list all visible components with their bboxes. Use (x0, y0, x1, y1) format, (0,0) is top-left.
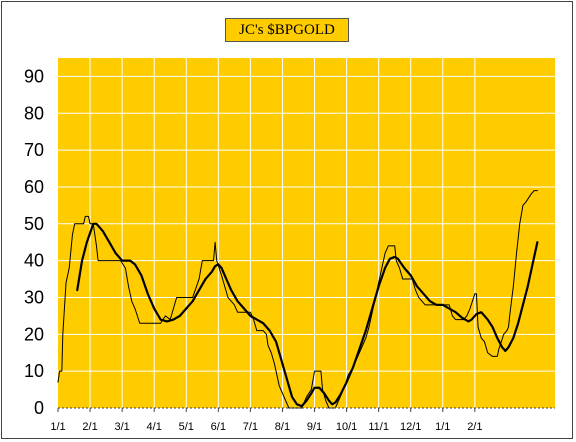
y-tick-label: 80 (24, 103, 44, 123)
x-tick-label: 11/1 (368, 421, 389, 433)
raw-indicator-line (57, 190, 538, 409)
x-tick-label: 4/1 (147, 421, 162, 433)
plot-area (58, 58, 555, 408)
x-tick-label: 8/1 (275, 421, 290, 433)
y-tick-label: 50 (24, 214, 44, 234)
x-axis-ticks: 1/1 2/1 3/1 4/1 5/1 6/1 7/1 8/1 9/1 10/1 11/1 12/1 1… (50, 408, 482, 433)
y-tick-label: 10 (24, 361, 44, 381)
smoothed-average-line (76, 222, 539, 408)
x-tick-label: 6/1 (211, 421, 226, 433)
x-tick-label: 10/1 (336, 421, 357, 433)
y-tick-label: 90 (24, 66, 44, 86)
smoothed-average-series (76, 222, 539, 408)
y-tick-label: 70 (24, 140, 44, 160)
x-tick-label: 7/1 (243, 421, 258, 433)
raw-indicator-series (57, 190, 538, 409)
y-tick-label: 0 (34, 398, 44, 418)
y-tick-label: 40 (24, 251, 44, 271)
x-tick-label: 9/1 (307, 421, 322, 433)
y-tick-label: 60 (24, 177, 44, 197)
x-tick-label: 1/1 (435, 421, 450, 433)
x-tick-label: 2/1 (467, 421, 482, 433)
x-tick-label: 3/1 (114, 421, 129, 433)
y-tick-label: 30 (24, 287, 44, 307)
y-tick-label: 20 (24, 324, 44, 344)
x-tick-label: 12/1 (400, 421, 421, 433)
x-tick-label: 1/1 (50, 421, 65, 433)
y-axis-ticks: 0 10 20 30 40 50 60 70 80 90 (24, 66, 44, 418)
series-group (57, 190, 539, 409)
x-tick-label: 5/1 (179, 421, 194, 433)
chart-title: JC's $BPGOLD (225, 18, 349, 42)
x-tick-label: 2/1 (82, 421, 97, 433)
